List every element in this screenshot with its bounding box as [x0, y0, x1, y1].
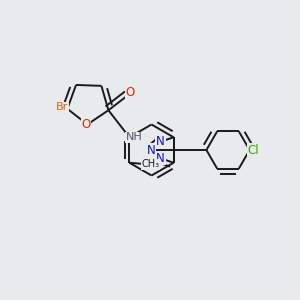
Text: NH: NH [125, 132, 142, 142]
Text: O: O [126, 86, 135, 99]
Text: CH₃: CH₃ [141, 159, 160, 169]
Text: N: N [156, 152, 165, 165]
Text: N: N [146, 143, 155, 157]
Text: O: O [81, 118, 91, 131]
Text: Cl: Cl [248, 143, 259, 157]
Text: N: N [156, 135, 165, 148]
Text: Br: Br [56, 102, 68, 112]
